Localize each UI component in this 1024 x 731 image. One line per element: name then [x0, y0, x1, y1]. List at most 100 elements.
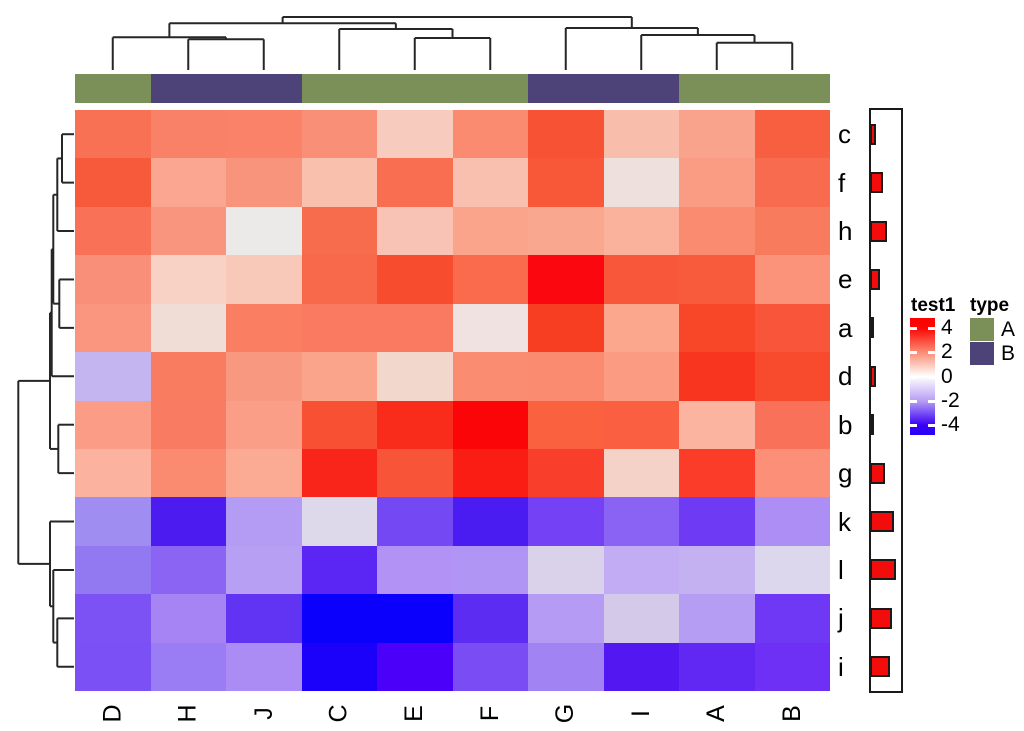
heatmap-cell-f-J	[226, 158, 302, 207]
heatmap-cell-c-G	[528, 110, 604, 159]
heatmap-cell-e-F	[452, 255, 528, 304]
heatmap-cell-a-A	[679, 303, 755, 353]
row-bar-b	[870, 414, 874, 436]
heatmap-cell-j-F	[452, 594, 528, 643]
column-label-text: A	[702, 704, 731, 722]
heatmap-cell-k-B	[754, 497, 830, 546]
heatmap-cell-b-D	[75, 400, 151, 449]
heatmap-cell-j-I	[603, 594, 679, 643]
type-label-A: A	[1001, 318, 1016, 341]
heatmap-cell-l-E	[377, 545, 453, 595]
heatmap-cell-b-F	[452, 400, 528, 449]
heatmap-cell-f-F	[452, 158, 528, 207]
heatmap-cell-h-J	[226, 206, 302, 256]
heatmap-cell-k-A	[679, 497, 755, 546]
colorbar-tick-label--4: -4	[941, 413, 960, 436]
heatmap-cell-d-J	[226, 352, 302, 401]
heatmap-cell-a-B	[754, 303, 830, 353]
colorbar-tick-label--2: -2	[941, 389, 960, 412]
heatmap-cell-b-G	[528, 400, 604, 449]
heatmap-cell-h-F	[452, 206, 528, 256]
type-annotation-E	[377, 74, 453, 103]
heatmap-cell-f-I	[603, 158, 679, 207]
heatmap-cell-j-G	[528, 594, 604, 643]
heatmap-cell-e-I	[603, 255, 679, 304]
row-bar-c	[870, 123, 876, 145]
heatmap-cell-l-G	[528, 545, 604, 595]
heatmap-cell-f-B	[754, 158, 830, 207]
row-label-i: i	[838, 651, 844, 682]
colorbar-tick-label-0: 0	[941, 365, 953, 388]
column-label-text: C	[324, 703, 353, 723]
row-label-j: j	[838, 603, 844, 634]
colorbar-tick-mark	[910, 351, 917, 354]
colorbar-tick-label-4: 4	[941, 316, 953, 339]
row-bar-j	[870, 607, 892, 629]
column-label-text: E	[400, 704, 429, 722]
column-label-G: G	[548, 694, 584, 731]
heatmap-cell-l-D	[75, 545, 151, 595]
heatmap-cell-h-E	[377, 206, 453, 256]
heatmap-cell-d-F	[452, 352, 528, 401]
heatmap-cell-i-J	[226, 642, 302, 691]
heatmap-cell-g-A	[679, 448, 755, 498]
heatmap-grid	[75, 110, 830, 691]
row-label-l: l	[838, 554, 844, 585]
column-label-I: I	[623, 694, 659, 731]
type-annotation-G	[528, 74, 604, 103]
heatmap-cell-k-I	[603, 497, 679, 546]
column-label-C: C	[321, 694, 357, 731]
heatmap-cell-b-H	[150, 400, 226, 449]
heatmap-cell-k-G	[528, 497, 604, 546]
type-annotation-C	[301, 74, 377, 103]
colorbar-tick-mark	[928, 424, 935, 427]
heatmap-cell-k-E	[377, 497, 453, 546]
heatmap-cell-j-H	[150, 594, 226, 643]
heatmap-cell-f-C	[301, 158, 377, 207]
colorbar-tick-mark	[928, 376, 935, 379]
heatmap-cell-i-A	[679, 642, 755, 691]
heatmap-cell-g-I	[603, 448, 679, 498]
heatmap-cell-f-G	[528, 158, 604, 207]
column-annotation-bar	[75, 74, 830, 103]
heatmap-cell-g-E	[377, 448, 453, 498]
heatmap-cell-h-I	[603, 206, 679, 256]
heatmap-cell-e-A	[679, 255, 755, 304]
row-label-e: e	[838, 264, 853, 295]
heatmap-cell-j-J	[226, 594, 302, 643]
heatmap-cell-a-C	[301, 303, 377, 353]
legend-type-title: type	[970, 295, 1010, 316]
column-label-text: H	[173, 703, 202, 723]
heatmap-cell-l-B	[754, 545, 830, 595]
colorbar-tick-mark	[910, 327, 917, 330]
heatmap-cell-e-C	[301, 255, 377, 304]
heatmap-cell-g-C	[301, 448, 377, 498]
heatmap-cell-k-C	[301, 497, 377, 546]
heatmap-cell-d-A	[679, 352, 755, 401]
colorbar-tick-mark	[910, 376, 917, 379]
heatmap-cell-c-C	[301, 110, 377, 159]
row-dendrogram	[17, 133, 74, 668]
heatmap-cell-e-D	[75, 255, 151, 304]
heatmap-cell-b-B	[754, 400, 830, 449]
column-label-B: B	[774, 694, 810, 731]
column-label-A: A	[699, 694, 735, 731]
heatmap-cell-h-A	[679, 206, 755, 256]
column-label-J: J	[246, 694, 282, 731]
row-label-c: c	[838, 119, 851, 150]
heatmap-cell-d-B	[754, 352, 830, 401]
heatmap-cell-e-H	[150, 255, 226, 304]
heatmap-cell-b-C	[301, 400, 377, 449]
heatmap-cell-d-C	[301, 352, 377, 401]
heatmap-cell-h-C	[301, 206, 377, 256]
heatmap-cell-l-H	[150, 545, 226, 595]
heatmap-cell-a-F	[452, 303, 528, 353]
heatmap-cell-a-J	[226, 303, 302, 353]
heatmap-cell-h-G	[528, 206, 604, 256]
heatmap-cell-d-I	[603, 352, 679, 401]
heatmap-cell-h-B	[754, 206, 830, 256]
type-annotation-D	[75, 74, 151, 103]
column-label-text: F	[475, 705, 504, 721]
legend-test1-title: test1	[911, 295, 956, 316]
row-label-g: g	[838, 458, 853, 489]
